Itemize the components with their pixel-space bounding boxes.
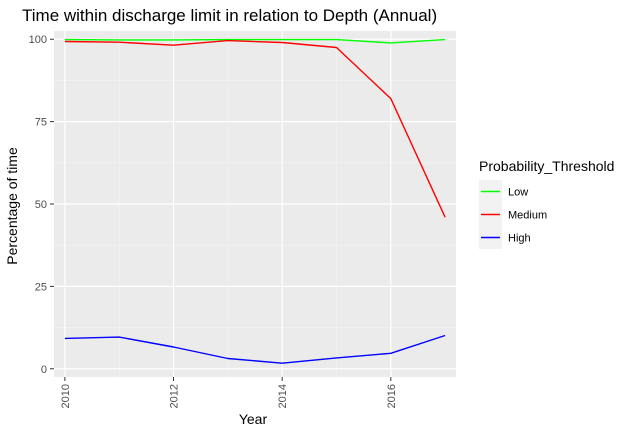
legend: Probability_Threshold Low Medium High xyxy=(479,158,614,249)
legend-label-low: Low xyxy=(508,187,528,199)
y-tick-label: 50 xyxy=(35,199,47,211)
series-line-low xyxy=(64,38,446,44)
y-tick-label: 75 xyxy=(35,117,47,129)
legend-label-high: High xyxy=(508,233,531,245)
x-axis: 2010 2012 2014 2016 xyxy=(60,377,398,408)
series-line-medium xyxy=(64,39,446,218)
y-tick-label: 100 xyxy=(29,34,47,46)
x-tick-label: 2016 xyxy=(386,384,398,408)
legend-title: Probability_Threshold xyxy=(479,158,614,174)
legend-items: Low Medium High xyxy=(479,180,547,249)
y-tick-label: 25 xyxy=(35,281,47,293)
x-axis-title: Year xyxy=(239,411,268,427)
x-tick-label: 2014 xyxy=(277,384,289,408)
x-tick-label: 2012 xyxy=(169,384,181,408)
y-tick-label: 0 xyxy=(41,364,47,376)
y-axis-title: Percentage of time xyxy=(4,147,20,265)
x-tick-label: 2010 xyxy=(60,384,72,408)
series-line-high xyxy=(64,334,446,364)
chart-title: Time within discharge limit in relation … xyxy=(22,6,437,25)
series-lines xyxy=(64,38,446,364)
y-axis: 0 25 50 75 100 xyxy=(29,34,54,376)
legend-label-medium: Medium xyxy=(508,210,547,222)
